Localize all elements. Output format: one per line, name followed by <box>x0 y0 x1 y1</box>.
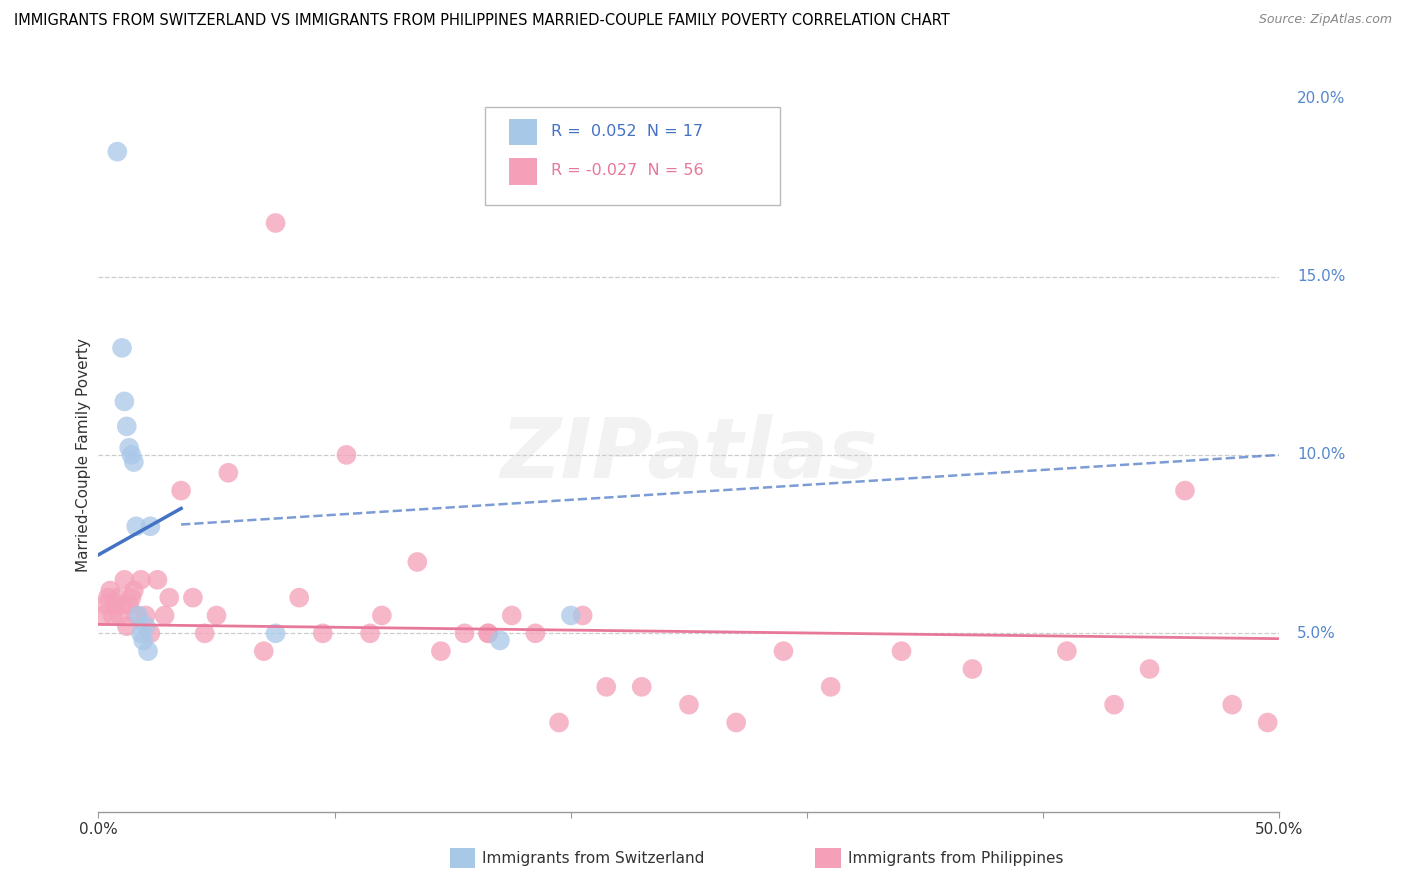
Point <box>111 341 134 355</box>
Point <box>453 626 475 640</box>
Point <box>115 619 138 633</box>
Point <box>571 608 593 623</box>
Point <box>105 145 128 159</box>
Point <box>125 608 148 623</box>
Point <box>97 591 120 605</box>
Point <box>288 591 311 605</box>
Point <box>153 608 176 623</box>
Point <box>371 608 394 623</box>
Point <box>820 680 842 694</box>
Point <box>1174 483 1197 498</box>
Point <box>1139 662 1161 676</box>
Point <box>129 573 152 587</box>
Point <box>105 591 128 605</box>
Point <box>430 644 453 658</box>
Point <box>772 644 794 658</box>
Point <box>406 555 429 569</box>
Text: ZIPatlas: ZIPatlas <box>501 415 877 495</box>
Point <box>548 715 571 730</box>
Point <box>104 598 127 612</box>
Point <box>1257 715 1279 730</box>
Point <box>560 608 582 623</box>
Text: 20.0%: 20.0% <box>1298 91 1346 105</box>
Point <box>725 715 748 730</box>
Point <box>108 608 131 623</box>
Text: Source: ZipAtlas.com: Source: ZipAtlas.com <box>1258 13 1392 27</box>
Text: Immigrants from Switzerland: Immigrants from Switzerland <box>482 851 704 865</box>
Text: R = -0.027  N = 56: R = -0.027 N = 56 <box>551 163 704 178</box>
Point <box>136 644 159 658</box>
Point <box>477 626 499 640</box>
Point <box>112 573 135 587</box>
Point <box>101 608 124 623</box>
Point <box>501 608 523 623</box>
Point <box>170 483 193 498</box>
Point <box>121 448 143 462</box>
Point <box>94 598 117 612</box>
Text: R =  0.052  N = 17: R = 0.052 N = 17 <box>551 124 703 138</box>
Text: 10.0%: 10.0% <box>1298 448 1346 462</box>
Point <box>1056 644 1078 658</box>
Point <box>489 633 512 648</box>
Point <box>477 626 499 640</box>
Point <box>359 626 381 640</box>
Point <box>135 608 157 623</box>
Point <box>118 598 141 612</box>
Point <box>181 591 204 605</box>
Point <box>118 441 141 455</box>
Point <box>962 662 984 676</box>
Point <box>194 626 217 640</box>
Point <box>128 608 150 623</box>
Text: IMMIGRANTS FROM SWITZERLAND VS IMMIGRANTS FROM PHILIPPINES MARRIED-COUPLE FAMILY: IMMIGRANTS FROM SWITZERLAND VS IMMIGRANT… <box>14 13 950 29</box>
Point <box>112 394 135 409</box>
Point <box>115 419 138 434</box>
Point <box>678 698 700 712</box>
Point <box>890 644 912 658</box>
Point <box>146 573 169 587</box>
Text: 15.0%: 15.0% <box>1298 269 1346 284</box>
Point <box>98 583 121 598</box>
Point <box>125 519 148 533</box>
Point <box>122 455 145 469</box>
Point <box>139 519 162 533</box>
Point <box>1102 698 1125 712</box>
Text: Immigrants from Philippines: Immigrants from Philippines <box>848 851 1063 865</box>
Text: 5.0%: 5.0% <box>1298 626 1336 640</box>
Point <box>111 598 134 612</box>
Point <box>132 633 155 648</box>
Point <box>217 466 239 480</box>
Point <box>205 608 228 623</box>
Point <box>524 626 547 640</box>
Point <box>264 216 287 230</box>
Point <box>595 680 617 694</box>
Point <box>264 626 287 640</box>
Point <box>630 680 652 694</box>
Point <box>1220 698 1243 712</box>
Point <box>139 626 162 640</box>
Point <box>335 448 357 462</box>
Point <box>129 626 152 640</box>
Point <box>135 619 157 633</box>
Point <box>122 583 145 598</box>
Point <box>121 591 143 605</box>
Point <box>157 591 180 605</box>
Point <box>312 626 335 640</box>
Point <box>253 644 276 658</box>
Y-axis label: Married-Couple Family Poverty: Married-Couple Family Poverty <box>76 338 91 572</box>
Point <box>91 608 114 623</box>
